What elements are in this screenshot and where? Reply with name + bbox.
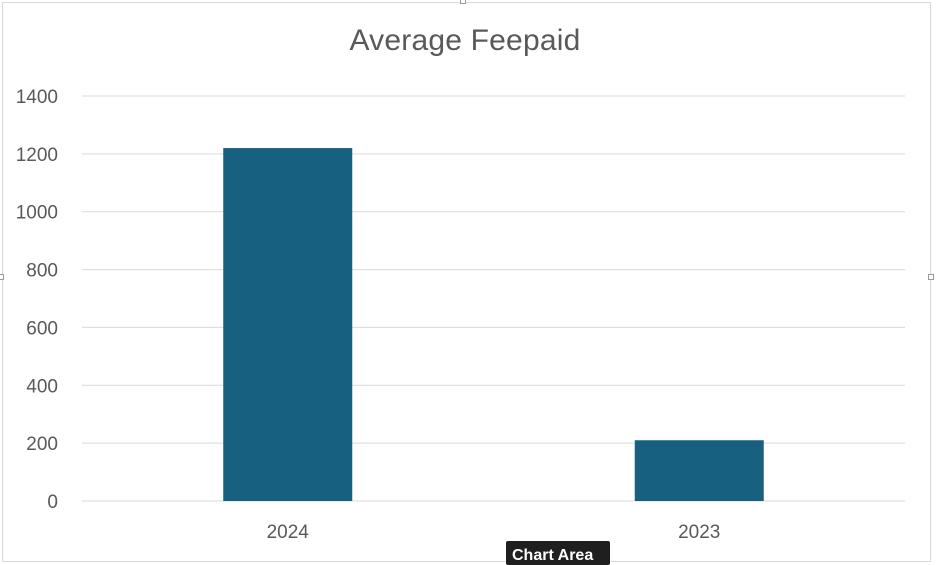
- y-tick-label: 600: [26, 318, 58, 339]
- y-tick-label: 0: [47, 492, 58, 513]
- chart-title: Average Feepaid: [349, 24, 581, 57]
- x-tick-label: 2023: [678, 522, 720, 543]
- bar-2024[interactable]: [223, 148, 353, 502]
- chart-area-tooltip: Chart Area: [506, 541, 610, 565]
- bar-2023[interactable]: [634, 440, 764, 501]
- x-tick-label: 2024: [267, 522, 310, 543]
- y-tick-label: 1000: [16, 203, 58, 224]
- y-tick-label: 800: [26, 261, 58, 282]
- y-tick-label: 1400: [16, 87, 58, 108]
- resize-handle-right[interactable]: [928, 274, 934, 280]
- resize-handle-left[interactable]: [0, 274, 4, 280]
- resize-handle-top[interactable]: [460, 0, 466, 4]
- y-tick-label: 400: [26, 376, 58, 397]
- y-tick-label: 1200: [16, 145, 58, 166]
- y-tick-label: 200: [26, 434, 58, 455]
